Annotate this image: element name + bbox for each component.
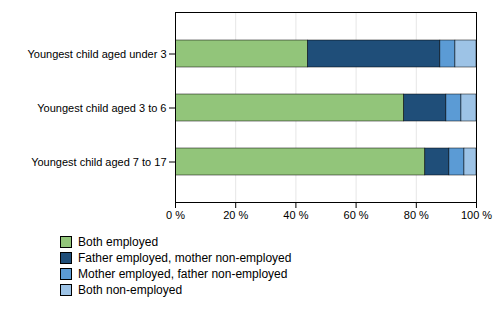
- svg-text:40 %: 40 %: [283, 209, 308, 221]
- svg-text:60 %: 60 %: [344, 209, 369, 221]
- svg-text:Youngest child aged 7 to 17: Youngest child aged 7 to 17: [31, 156, 166, 168]
- svg-text:Youngest child aged 3 to 6: Youngest child aged 3 to 6: [37, 102, 166, 114]
- html-text:Mother employed, father non-em: Mother employed, father non-employed: [78, 267, 288, 281]
- svg-text:100 %: 100 %: [461, 209, 492, 221]
- svg-text:Youngest child aged under 3: Youngest child aged under 3: [27, 48, 166, 60]
- html-text:Both non-employed: Both non-employed: [78, 283, 183, 297]
- svg-text:80 %: 80 %: [404, 209, 429, 221]
- html-text:Both employed: Both employed: [78, 235, 159, 249]
- svg-text:0 %: 0 %: [166, 209, 185, 221]
- svg-text:20 %: 20 %: [223, 209, 248, 221]
- html-text:Father employed, mother non-em: Father employed, mother non-employed: [78, 251, 292, 265]
